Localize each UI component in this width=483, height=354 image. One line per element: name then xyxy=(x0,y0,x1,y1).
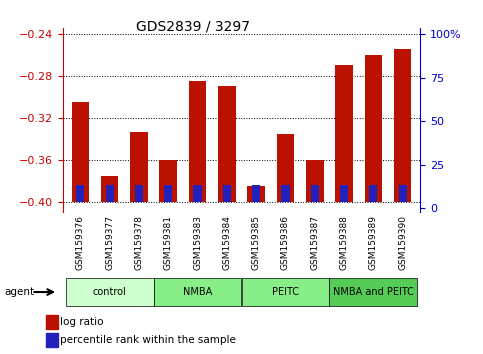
Text: GSM159383: GSM159383 xyxy=(193,216,202,270)
Text: NMBA: NMBA xyxy=(183,287,212,297)
Bar xyxy=(194,185,202,202)
Text: PEITC: PEITC xyxy=(272,287,299,297)
Bar xyxy=(76,185,85,202)
Text: NMBA and PEITC: NMBA and PEITC xyxy=(333,287,414,297)
Bar xyxy=(164,185,172,202)
Bar xyxy=(218,86,236,202)
Text: GSM159386: GSM159386 xyxy=(281,216,290,270)
Bar xyxy=(154,278,242,306)
Text: agent: agent xyxy=(5,287,35,297)
Bar xyxy=(46,333,58,347)
Text: GSM159390: GSM159390 xyxy=(398,216,407,270)
Bar xyxy=(159,160,177,202)
Bar xyxy=(369,185,377,202)
Bar xyxy=(311,185,319,202)
Text: GSM159381: GSM159381 xyxy=(164,216,173,270)
Bar xyxy=(335,65,353,202)
Bar xyxy=(365,55,382,202)
Bar xyxy=(394,49,412,202)
Bar xyxy=(46,315,58,329)
Bar xyxy=(135,185,143,202)
Bar xyxy=(242,278,329,306)
Text: GSM159385: GSM159385 xyxy=(252,216,261,270)
Text: GSM159378: GSM159378 xyxy=(134,216,143,270)
Bar xyxy=(223,185,231,202)
Bar xyxy=(130,132,148,202)
Text: log ratio: log ratio xyxy=(59,318,103,327)
Text: GSM159388: GSM159388 xyxy=(340,216,349,270)
Text: GSM159387: GSM159387 xyxy=(310,216,319,270)
Text: GDS2839 / 3297: GDS2839 / 3297 xyxy=(136,19,250,34)
Bar xyxy=(252,185,260,202)
Text: GSM159377: GSM159377 xyxy=(105,216,114,270)
Bar xyxy=(66,278,154,306)
Text: percentile rank within the sample: percentile rank within the sample xyxy=(59,335,236,345)
Bar xyxy=(101,176,118,202)
Bar xyxy=(340,185,348,202)
Bar xyxy=(398,185,407,202)
Bar xyxy=(106,185,114,202)
Bar xyxy=(71,102,89,202)
Bar xyxy=(189,81,206,202)
Text: control: control xyxy=(93,287,127,297)
Bar xyxy=(277,133,294,202)
Bar xyxy=(329,278,417,306)
Bar xyxy=(247,186,265,202)
Text: GSM159376: GSM159376 xyxy=(76,216,85,270)
Bar xyxy=(306,160,324,202)
Bar xyxy=(281,185,289,202)
Text: GSM159389: GSM159389 xyxy=(369,216,378,270)
Text: GSM159384: GSM159384 xyxy=(222,216,231,270)
